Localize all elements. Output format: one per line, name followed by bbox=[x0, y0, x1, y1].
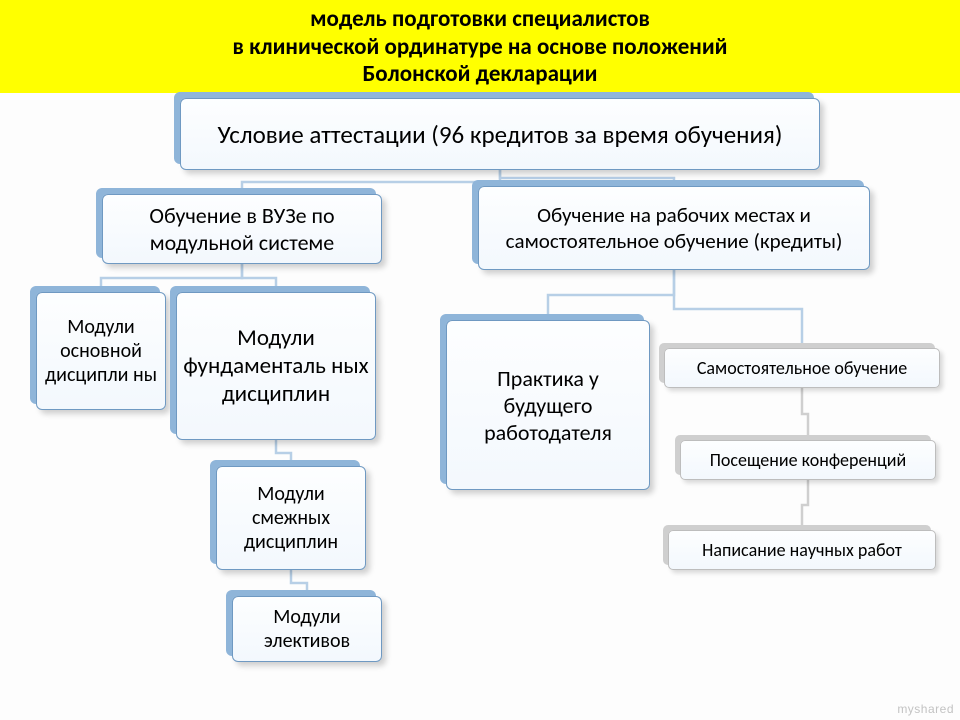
edge-l1a-l2b bbox=[242, 264, 276, 292]
node-l2a: Модули основной дисципли ны bbox=[36, 292, 166, 410]
node-root: Условие аттестации (96 кредитов за время… bbox=[180, 98, 820, 170]
edge-r2b-r3b bbox=[802, 388, 808, 440]
title-line-3: Болонской декларации bbox=[10, 61, 950, 89]
title-line-2: в клинической ординатуре на основе полож… bbox=[10, 34, 950, 62]
node-l2b: Модули фундаменталь ных дисциплин bbox=[176, 292, 376, 440]
edge-r3b-r4b bbox=[802, 480, 808, 530]
diagram-canvas: модель подготовки специалистов в клиниче… bbox=[0, 0, 960, 720]
edge-l1b-r2a bbox=[548, 270, 674, 320]
node-r4b: Написание научных работ bbox=[668, 530, 936, 570]
edge-l1b-r2b bbox=[674, 270, 802, 348]
node-l4a: Модули элективов bbox=[232, 596, 382, 662]
title-line-1: модель подготовки специалистов bbox=[10, 6, 950, 34]
edge-root-l1b bbox=[500, 170, 674, 186]
node-r3b: Посещение конференций bbox=[680, 440, 936, 480]
node-r2a: Практика у будущего работодателя bbox=[446, 320, 650, 490]
edge-root-l1a bbox=[242, 170, 500, 194]
watermark: myshared bbox=[897, 702, 954, 716]
edge-l3a-l4a bbox=[291, 570, 307, 596]
edge-l1a-l2a bbox=[101, 264, 242, 292]
node-l1b: Обучение на рабочих местах и самостоятел… bbox=[478, 186, 870, 270]
node-l1a: Обучение в ВУЗе по модульной системе bbox=[102, 194, 382, 264]
edge-l2b-l3a bbox=[276, 440, 291, 466]
title-banner: модель подготовки специалистов в клиниче… bbox=[0, 0, 960, 93]
node-r2b: Самостоятельное обучение bbox=[664, 348, 940, 388]
node-l3a: Модули смежных дисциплин bbox=[216, 466, 366, 570]
